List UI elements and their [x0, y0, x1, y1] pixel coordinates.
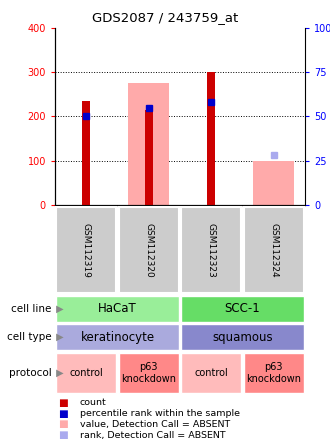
- Bar: [56, 207, 116, 293]
- Bar: [82, 101, 90, 205]
- Bar: [119, 207, 179, 293]
- Bar: [128, 83, 169, 205]
- Text: cell line: cell line: [11, 304, 52, 314]
- Text: ▶: ▶: [53, 368, 64, 378]
- Bar: [181, 324, 304, 350]
- Text: GSM112319: GSM112319: [82, 222, 91, 278]
- Bar: [244, 353, 304, 393]
- Text: GSM112320: GSM112320: [144, 222, 153, 278]
- Text: percentile rank within the sample: percentile rank within the sample: [80, 409, 240, 418]
- Text: ■: ■: [58, 408, 68, 419]
- Text: rank, Detection Call = ABSENT: rank, Detection Call = ABSENT: [80, 431, 225, 440]
- Text: control: control: [69, 368, 103, 378]
- Text: p63
knockdown: p63 knockdown: [121, 362, 176, 384]
- Text: control: control: [194, 368, 228, 378]
- Text: ■: ■: [58, 398, 68, 408]
- Bar: [56, 324, 179, 350]
- Text: cell type: cell type: [7, 332, 52, 342]
- Bar: [181, 296, 304, 322]
- Text: ■: ■: [58, 420, 68, 429]
- Text: HaCaT: HaCaT: [98, 302, 137, 316]
- Text: count: count: [80, 398, 107, 407]
- Text: GDS2087 / 243759_at: GDS2087 / 243759_at: [92, 11, 238, 24]
- Text: ■: ■: [58, 430, 68, 440]
- Text: p63
knockdown: p63 knockdown: [246, 362, 301, 384]
- Bar: [56, 353, 116, 393]
- Bar: [244, 207, 304, 293]
- Text: protocol: protocol: [9, 368, 52, 378]
- Bar: [119, 353, 179, 393]
- Bar: [253, 161, 294, 205]
- Bar: [56, 296, 179, 322]
- Text: keratinocyte: keratinocyte: [81, 330, 154, 344]
- Bar: [207, 72, 215, 205]
- Bar: [145, 110, 153, 205]
- Bar: [181, 207, 241, 293]
- Bar: [181, 353, 241, 393]
- Text: squamous: squamous: [212, 330, 273, 344]
- Text: GSM112323: GSM112323: [207, 222, 216, 278]
- Text: SCC-1: SCC-1: [225, 302, 260, 316]
- Text: GSM112324: GSM112324: [269, 223, 278, 278]
- Text: value, Detection Call = ABSENT: value, Detection Call = ABSENT: [80, 420, 230, 429]
- Text: ▶: ▶: [53, 304, 64, 314]
- Text: ▶: ▶: [53, 332, 64, 342]
